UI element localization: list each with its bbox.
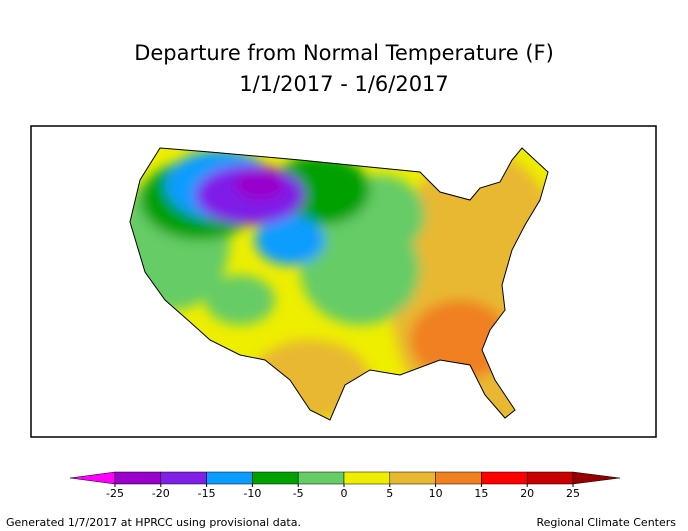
colorbar-bin — [252, 471, 299, 485]
colorbar: -25 -20 -15 -10 -5 0 5 10 15 20 25 — [69, 471, 621, 500]
colorbar-bin — [114, 471, 162, 485]
colorbar-tick-label: 0 — [341, 487, 348, 500]
colorbar-bin — [297, 471, 345, 485]
colorbar-bin — [481, 471, 528, 485]
colorbar-tick-label: 15 — [474, 487, 488, 500]
colorbar-tick-label: -20 — [152, 487, 170, 500]
colorbar-arrow-high — [572, 471, 621, 485]
colorbar-tick-label: 20 — [520, 487, 534, 500]
colorbar-bin — [160, 471, 207, 485]
title: Departure from Normal Temperature (F) — [134, 41, 554, 65]
colorbar-bin — [206, 471, 253, 485]
footer-right: Regional Climate Centers — [536, 516, 676, 529]
subtitle: 1/1/2017 - 1/6/2017 — [239, 72, 449, 96]
colorbar-tick-label: -10 — [243, 487, 261, 500]
colorbar-bin — [343, 471, 391, 485]
colorbar-tick-label: -5 — [293, 487, 304, 500]
colorbar-bin — [526, 471, 574, 485]
colorbar-tick-label: -15 — [198, 487, 216, 500]
colorbar-arrow-low — [69, 471, 116, 485]
colorbar-tick-label: 10 — [429, 487, 443, 500]
colorbar-tick-label: 25 — [566, 487, 580, 500]
footer-left: Generated 1/7/2017 at HPRCC using provis… — [6, 516, 301, 529]
colorbar-tick-label: -25 — [106, 487, 124, 500]
colorbar-bin — [389, 471, 436, 485]
us-outline — [129, 147, 549, 421]
colorbar-tick-label: 5 — [386, 487, 393, 500]
colorbar-bin — [435, 471, 482, 485]
